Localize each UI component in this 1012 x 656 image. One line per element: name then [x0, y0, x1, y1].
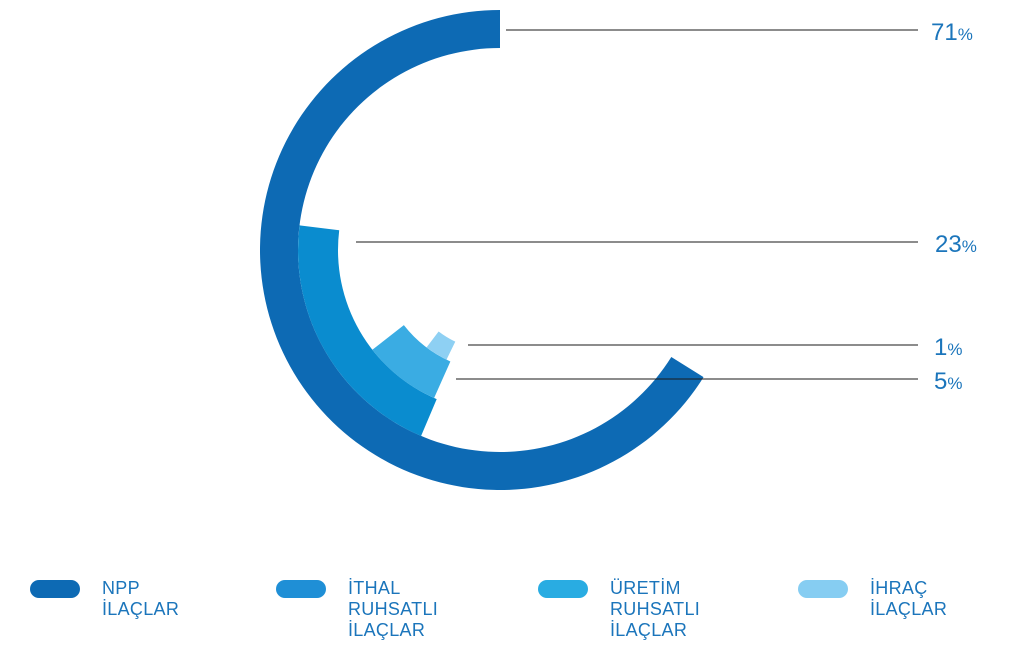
- radial-bar-chart: 71%23%5%1%: [259, 10, 977, 490]
- value-unit-ihrac: %: [947, 340, 962, 359]
- arc-uretim: [372, 325, 451, 398]
- value-number-ihrac: 1: [934, 334, 947, 361]
- value-label-npp: 71%: [931, 19, 973, 46]
- value-unit-uretim: %: [947, 374, 962, 393]
- value-number-npp: 71: [931, 19, 958, 46]
- legend-label-uretim: ÜRETİM RUHSATLI İLAÇLAR: [610, 578, 701, 640]
- legend-item-ithal: İTHAL RUHSATLI İLAÇLAR: [276, 578, 438, 641]
- value-number-ithal: 23: [935, 231, 962, 258]
- legend-label-ihrac: İHRAÇ İLAÇLAR: [870, 578, 948, 619]
- value-unit-ithal: %: [962, 237, 977, 256]
- value-unit-npp: %: [958, 25, 973, 44]
- value-number-uretim: 5: [934, 368, 947, 395]
- legend-swatch-ihrac: [798, 580, 848, 598]
- legend-item-npp: NPP İLAÇLAR: [30, 578, 179, 620]
- legend-swatch-npp: [30, 580, 80, 598]
- legend-swatch-uretim: [538, 580, 588, 598]
- value-label-uretim: 5%: [934, 368, 962, 395]
- legend-item-uretim: ÜRETİM RUHSATLI İLAÇLAR: [538, 578, 700, 641]
- value-label-ithal: 23%: [935, 231, 977, 258]
- legend-label-ithal: İTHAL RUHSATLI İLAÇLAR: [348, 578, 439, 640]
- legend-swatch-ithal: [276, 580, 326, 598]
- legend: NPP İLAÇLAR İTHAL RUHSATLI İLAÇLAR ÜRETİ…: [0, 578, 1012, 656]
- legend-label-npp: NPP İLAÇLAR: [102, 578, 180, 619]
- arc-ithal: [298, 225, 437, 436]
- arc-ihrac: [426, 331, 456, 360]
- legend-item-ihrac: İHRAÇ İLAÇLAR: [798, 578, 947, 620]
- value-label-ihrac: 1%: [934, 334, 962, 361]
